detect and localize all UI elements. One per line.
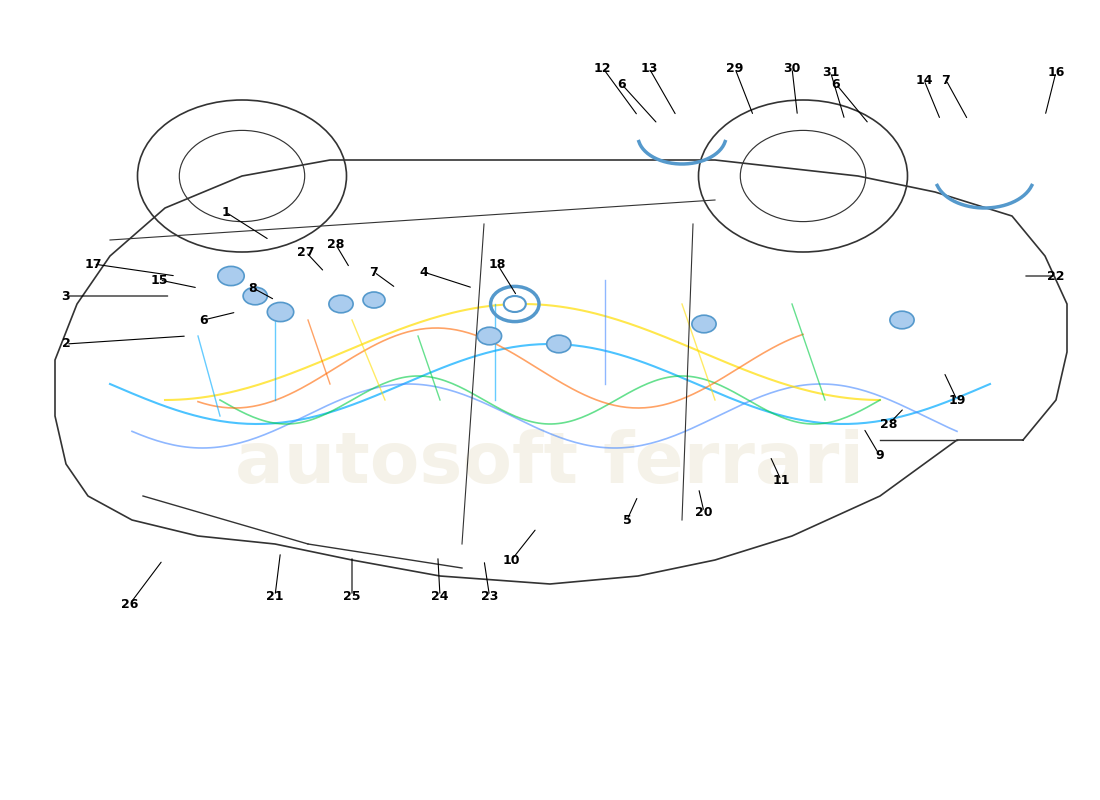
Text: 22: 22 [1047,270,1065,282]
Text: 14: 14 [915,74,933,86]
Text: 27: 27 [297,246,315,258]
Text: 28: 28 [327,238,344,250]
Text: 25: 25 [343,590,361,602]
Circle shape [267,302,294,322]
Circle shape [218,266,244,286]
Text: 31: 31 [822,66,839,78]
Text: 21: 21 [266,590,284,602]
Text: 8: 8 [249,282,257,294]
Text: 19: 19 [948,394,966,406]
Text: 26: 26 [121,598,139,610]
Circle shape [547,335,571,353]
Text: 23: 23 [481,590,498,602]
Circle shape [504,296,526,312]
Text: 17: 17 [85,258,102,270]
Text: 18: 18 [488,258,506,270]
Text: 6: 6 [832,78,840,90]
Circle shape [329,295,353,313]
Text: 7: 7 [942,74,950,86]
Text: 24: 24 [431,590,449,602]
Text: 2: 2 [62,338,70,350]
Circle shape [243,287,267,305]
Circle shape [692,315,716,333]
Text: 12: 12 [594,62,612,74]
Circle shape [890,311,914,329]
Text: 11: 11 [772,474,790,486]
Text: 28: 28 [880,418,898,430]
Text: autosoft ferrari: autosoft ferrari [235,430,865,498]
Text: 20: 20 [695,506,713,518]
Text: 13: 13 [640,62,658,74]
Circle shape [477,327,502,345]
Text: 29: 29 [726,62,744,74]
Text: 15: 15 [151,274,168,286]
Text: 10: 10 [503,554,520,566]
Text: 3: 3 [62,290,70,302]
Text: 16: 16 [1047,66,1065,78]
Text: 4: 4 [419,266,428,278]
Text: 6: 6 [617,78,626,90]
Text: 6: 6 [199,314,208,326]
Text: 7: 7 [370,266,378,278]
Text: 1: 1 [221,206,230,218]
Circle shape [363,292,385,308]
Text: 5: 5 [623,514,631,526]
Text: 30: 30 [783,62,801,74]
Text: 9: 9 [876,450,884,462]
